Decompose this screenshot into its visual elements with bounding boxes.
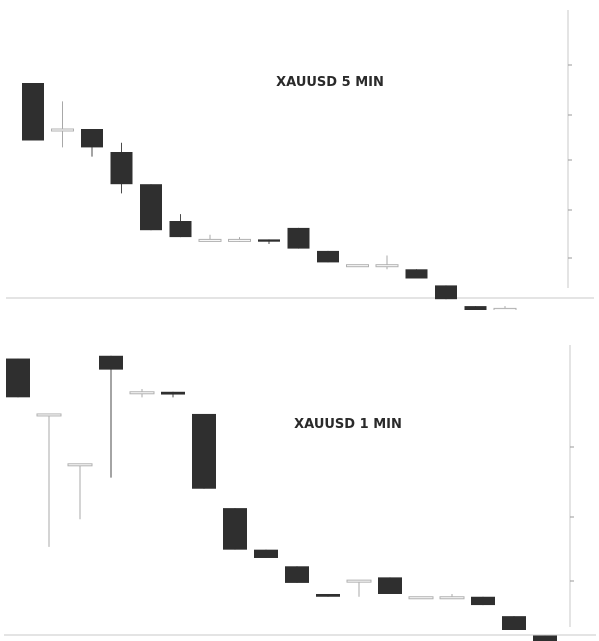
- candle: [22, 83, 44, 141]
- candle: [317, 250, 339, 263]
- candle-body: [51, 128, 74, 132]
- candle-body: [502, 616, 526, 630]
- candle: [6, 358, 30, 398]
- candle-body: [317, 250, 339, 263]
- candle: [228, 237, 251, 242]
- candle-body: [198, 238, 222, 242]
- chart-panel-1min: XAUUSD 1 MIN: [0, 335, 599, 641]
- candle-body: [464, 306, 487, 310]
- candle-body: [36, 413, 62, 417]
- candle-body: [192, 413, 216, 489]
- candle-body: [140, 184, 162, 231]
- candle-body: [405, 269, 428, 279]
- candle: [346, 579, 372, 597]
- candle-body: [129, 391, 155, 395]
- candle-body: [6, 358, 30, 398]
- chart-1min-svg: XAUUSD 1 MIN: [4, 345, 596, 641]
- candle-body: [228, 238, 251, 242]
- candle-body: [533, 635, 557, 641]
- candle: [316, 593, 340, 597]
- candle-body: [99, 355, 123, 370]
- candle: [140, 184, 162, 231]
- candle: [198, 234, 222, 242]
- candle: [464, 306, 487, 310]
- candle-body: [81, 129, 103, 148]
- candles: [6, 355, 557, 641]
- candle: [67, 463, 93, 520]
- candle: [435, 285, 457, 300]
- candle: [169, 214, 192, 238]
- y-ticks: [568, 64, 572, 259]
- candle-body: [169, 221, 192, 238]
- candle: [375, 255, 399, 270]
- candle: [378, 577, 402, 594]
- candle-body: [346, 579, 372, 583]
- candle: [192, 413, 216, 489]
- chart-5min-svg: XAUUSD 5 MIN: [6, 10, 594, 310]
- candle: [493, 306, 517, 310]
- candle-body: [346, 264, 369, 268]
- candle: [254, 549, 278, 558]
- candle-body: [378, 577, 402, 594]
- candle-body: [110, 152, 133, 185]
- candle: [36, 413, 62, 547]
- candle: [223, 508, 247, 550]
- candle-body: [435, 285, 457, 300]
- candle: [287, 227, 310, 249]
- chart-panel-5min: XAUUSD 5 MIN: [0, 0, 599, 310]
- candle-body: [375, 264, 399, 268]
- candle-body: [223, 508, 247, 550]
- candle: [471, 596, 495, 606]
- candle: [110, 142, 133, 194]
- candle: [408, 596, 434, 600]
- candle-body: [67, 463, 93, 467]
- candle: [258, 239, 280, 244]
- candle: [346, 264, 369, 268]
- candle: [285, 566, 309, 583]
- candle-body: [408, 596, 434, 600]
- candle: [129, 389, 155, 398]
- chart-title: XAUUSD 5 MIN: [276, 75, 384, 90]
- candle-body: [161, 391, 185, 395]
- candle-body: [471, 596, 495, 606]
- candle-body: [258, 239, 280, 242]
- candle-body: [439, 596, 465, 600]
- candle-body: [22, 83, 44, 141]
- candle-body: [316, 593, 340, 597]
- candle-body: [287, 227, 310, 249]
- candle: [533, 635, 557, 641]
- candle-body: [285, 566, 309, 583]
- candle: [161, 391, 185, 398]
- y-ticks: [570, 446, 574, 582]
- candles: [22, 83, 517, 310]
- candle: [81, 129, 103, 157]
- candle: [51, 101, 74, 148]
- candle: [99, 355, 123, 478]
- candle: [502, 616, 526, 630]
- candle: [405, 269, 428, 279]
- chart-title: XAUUSD 1 MIN: [294, 417, 402, 432]
- candle: [439, 593, 465, 600]
- candle-body: [254, 549, 278, 558]
- candle-body: [493, 307, 517, 310]
